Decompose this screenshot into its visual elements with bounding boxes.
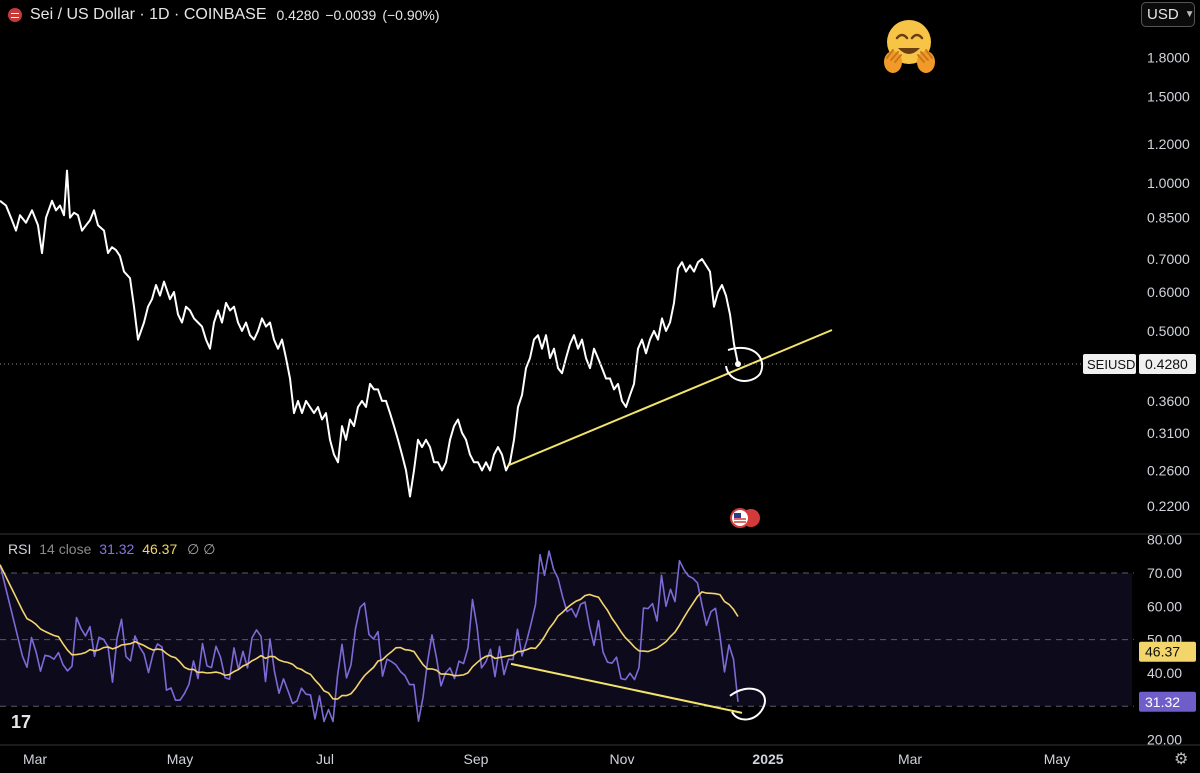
price-last-label: 0.4280 (1145, 356, 1188, 372)
hugging-face-emoji-icon (884, 20, 935, 73)
last-price-dot (735, 361, 741, 368)
rsi-trendline[interactable] (510, 662, 743, 714)
rsi-params: 14 close (39, 541, 92, 557)
price-last-label-box (1139, 354, 1196, 375)
time-axis-tick: Jul (316, 751, 334, 767)
symbol-tag: SEIUSD (1087, 357, 1135, 372)
rsi-axis-tick: 20.00 (1147, 732, 1182, 748)
rsi-name: RSI (8, 541, 32, 557)
tradingview-logo[interactable]: 17 (11, 712, 32, 732)
price-axis-tick: 0.7000 (1147, 251, 1190, 267)
price-trendline[interactable] (507, 329, 833, 467)
rsi-axis-tick: 70.00 (1147, 565, 1182, 581)
price-axis-tick: 0.2600 (1147, 462, 1190, 478)
time-axis-tick: Nov (610, 751, 635, 767)
rsi-ma-last-label: 46.37 (1145, 644, 1180, 660)
rsi-ma-last-box (1139, 641, 1196, 662)
time-axis-tick: May (167, 751, 193, 767)
time-axis-tick: 2025 (752, 751, 783, 767)
rsi-last-label: 31.32 (1145, 694, 1180, 710)
currency-label: USD (1147, 6, 1179, 23)
rsi-extra-values: ∅ ∅ (187, 541, 216, 557)
symbol-tag-box (1083, 354, 1136, 375)
rsi-axis-tick: 40.00 (1147, 665, 1182, 681)
price-axis-tick: 1.2000 (1147, 136, 1190, 152)
gear-icon[interactable]: ⚙ (1174, 751, 1189, 768)
rsi-legend[interactable]: RSI 14 close 31.32 46.37 ∅ ∅ (8, 541, 215, 558)
price-axis-tick: 0.6000 (1147, 284, 1190, 300)
currency-selector[interactable]: USD ▼ (1141, 2, 1195, 27)
rsi-ma-line[interactable] (0, 564, 739, 700)
rsi-ma-value: 46.37 (142, 541, 178, 557)
price-change: −0.0039 (325, 7, 377, 23)
symbol-title[interactable]: Sei / US Dollar · 1D · COINBASE (30, 6, 267, 23)
price-axis-tick: 1.5000 (1147, 89, 1190, 105)
price-axis-tick: 0.2200 (1147, 498, 1190, 514)
rsi-line[interactable] (0, 550, 739, 723)
price-axis-tick: 0.3100 (1147, 425, 1190, 441)
time-axis-tick: Mar (23, 751, 47, 767)
price-line[interactable] (0, 169, 739, 498)
rsi-axis-tick: 60.00 (1147, 598, 1182, 614)
rsi-axis-tick: 80.00 (1147, 532, 1182, 548)
chevron-down-icon: ▼ (1184, 9, 1195, 20)
price-axis-tick: 0.5000 (1147, 323, 1190, 339)
chart-header: Sei / US Dollar · 1D · COINBASE 0.4280 −… (8, 4, 446, 26)
price-annotation-circle (725, 346, 764, 382)
price-axis-tick: 1.0000 (1147, 175, 1190, 191)
events-flag-icon[interactable] (729, 508, 761, 528)
rsi-last-box (1139, 691, 1196, 712)
price-axis-tick: 0.3600 (1147, 393, 1190, 409)
price-axis-tick: 1.8000 (1147, 50, 1190, 66)
time-axis-tick: May (1044, 751, 1070, 767)
time-axis-tick: Sep (464, 751, 489, 767)
last-price: 0.4280 (276, 7, 320, 23)
price-change-percent: (−0.90%) (382, 7, 440, 23)
price-axis-tick: 0.8500 (1147, 210, 1190, 226)
rsi-value: 31.32 (99, 541, 135, 557)
rsi-annotation-circle (729, 687, 766, 721)
sei-coin-icon (8, 8, 22, 22)
time-axis-tick: Mar (898, 751, 922, 767)
